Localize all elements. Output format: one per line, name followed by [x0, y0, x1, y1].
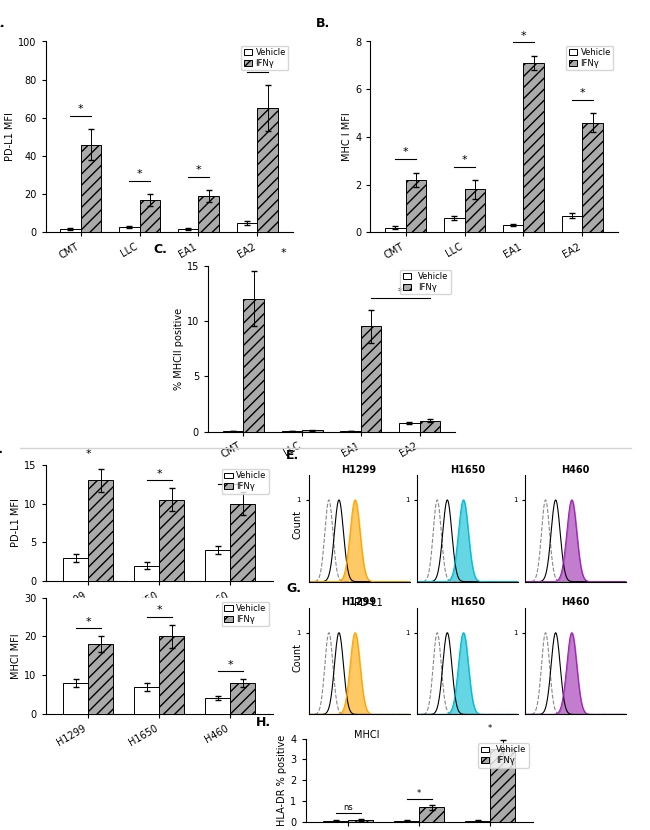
- Bar: [159, 637, 184, 714]
- Text: *: *: [157, 469, 162, 479]
- Legend: Vehicle, IFNγ: Vehicle, IFNγ: [478, 743, 529, 768]
- Bar: [361, 326, 382, 432]
- Bar: [503, 225, 523, 232]
- Text: *: *: [136, 169, 142, 179]
- Text: D.: D.: [0, 442, 4, 456]
- Text: G.: G.: [286, 582, 301, 595]
- Text: *: *: [280, 248, 286, 258]
- Y-axis label: PD-L1 MFI: PD-L1 MFI: [5, 113, 16, 161]
- Bar: [205, 698, 230, 714]
- Text: *: *: [398, 286, 404, 296]
- Text: Count: Count: [292, 643, 302, 671]
- Bar: [257, 109, 278, 232]
- Bar: [302, 431, 322, 432]
- Text: A.: A.: [0, 17, 6, 30]
- Y-axis label: % MHCII positive: % MHCII positive: [174, 308, 184, 389]
- Text: *: *: [85, 617, 91, 627]
- Text: MHCI: MHCI: [354, 730, 380, 740]
- Text: *: *: [254, 60, 260, 70]
- Bar: [399, 422, 420, 432]
- Text: *: *: [403, 148, 409, 158]
- Bar: [230, 683, 255, 714]
- Text: ns: ns: [343, 803, 353, 812]
- Bar: [395, 821, 419, 822]
- Y-axis label: PD-L1 MFI: PD-L1 MFI: [11, 499, 21, 547]
- Bar: [465, 189, 485, 232]
- Bar: [135, 686, 159, 714]
- Text: *: *: [579, 88, 585, 98]
- Bar: [178, 228, 198, 232]
- Bar: [348, 820, 373, 822]
- Text: *: *: [462, 154, 467, 164]
- Bar: [159, 500, 184, 581]
- Text: *: *: [85, 449, 91, 459]
- Legend: Vehicle, IFNγ: Vehicle, IFNγ: [241, 46, 289, 71]
- Bar: [81, 144, 101, 232]
- Bar: [135, 565, 159, 581]
- Bar: [198, 196, 219, 232]
- Text: PD-L1: PD-L1: [354, 598, 383, 608]
- Legend: Vehicle, IFNγ: Vehicle, IFNγ: [566, 46, 614, 71]
- Bar: [420, 421, 440, 432]
- Bar: [140, 200, 160, 232]
- Bar: [243, 299, 264, 432]
- Bar: [490, 749, 515, 822]
- Bar: [63, 558, 88, 581]
- Text: C.: C.: [153, 242, 168, 256]
- Text: *: *: [227, 660, 233, 670]
- Text: H.: H.: [255, 715, 270, 729]
- Bar: [523, 63, 544, 232]
- Bar: [205, 550, 230, 581]
- Text: *: *: [227, 472, 233, 482]
- Text: B.: B.: [316, 17, 330, 30]
- Text: *: *: [488, 724, 493, 733]
- Bar: [444, 218, 465, 232]
- Text: *: *: [157, 605, 162, 615]
- Bar: [582, 123, 603, 232]
- Legend: Vehicle, IFNγ: Vehicle, IFNγ: [400, 270, 451, 295]
- Y-axis label: HLA-DR % positive: HLA-DR % positive: [278, 735, 287, 826]
- Bar: [419, 807, 444, 822]
- Bar: [63, 683, 88, 714]
- Bar: [385, 227, 406, 232]
- Y-axis label: MHC I MFI: MHC I MFI: [343, 113, 352, 161]
- Legend: Vehicle, IFNγ: Vehicle, IFNγ: [222, 469, 269, 494]
- Bar: [237, 223, 257, 232]
- Bar: [230, 504, 255, 581]
- Bar: [323, 821, 348, 822]
- Text: *: *: [521, 31, 526, 41]
- Bar: [465, 821, 490, 822]
- Text: *: *: [78, 104, 84, 114]
- Text: E.: E.: [286, 449, 299, 462]
- Bar: [88, 644, 113, 714]
- Text: Count: Count: [292, 510, 302, 539]
- Bar: [406, 180, 426, 232]
- Text: *: *: [196, 165, 202, 175]
- Bar: [562, 216, 582, 232]
- Y-axis label: MHCI MFI: MHCI MFI: [11, 633, 21, 678]
- Text: *: *: [417, 789, 421, 798]
- Bar: [119, 227, 140, 232]
- Bar: [88, 481, 113, 581]
- Bar: [60, 228, 81, 232]
- Legend: Vehicle, IFNγ: Vehicle, IFNγ: [222, 602, 269, 627]
